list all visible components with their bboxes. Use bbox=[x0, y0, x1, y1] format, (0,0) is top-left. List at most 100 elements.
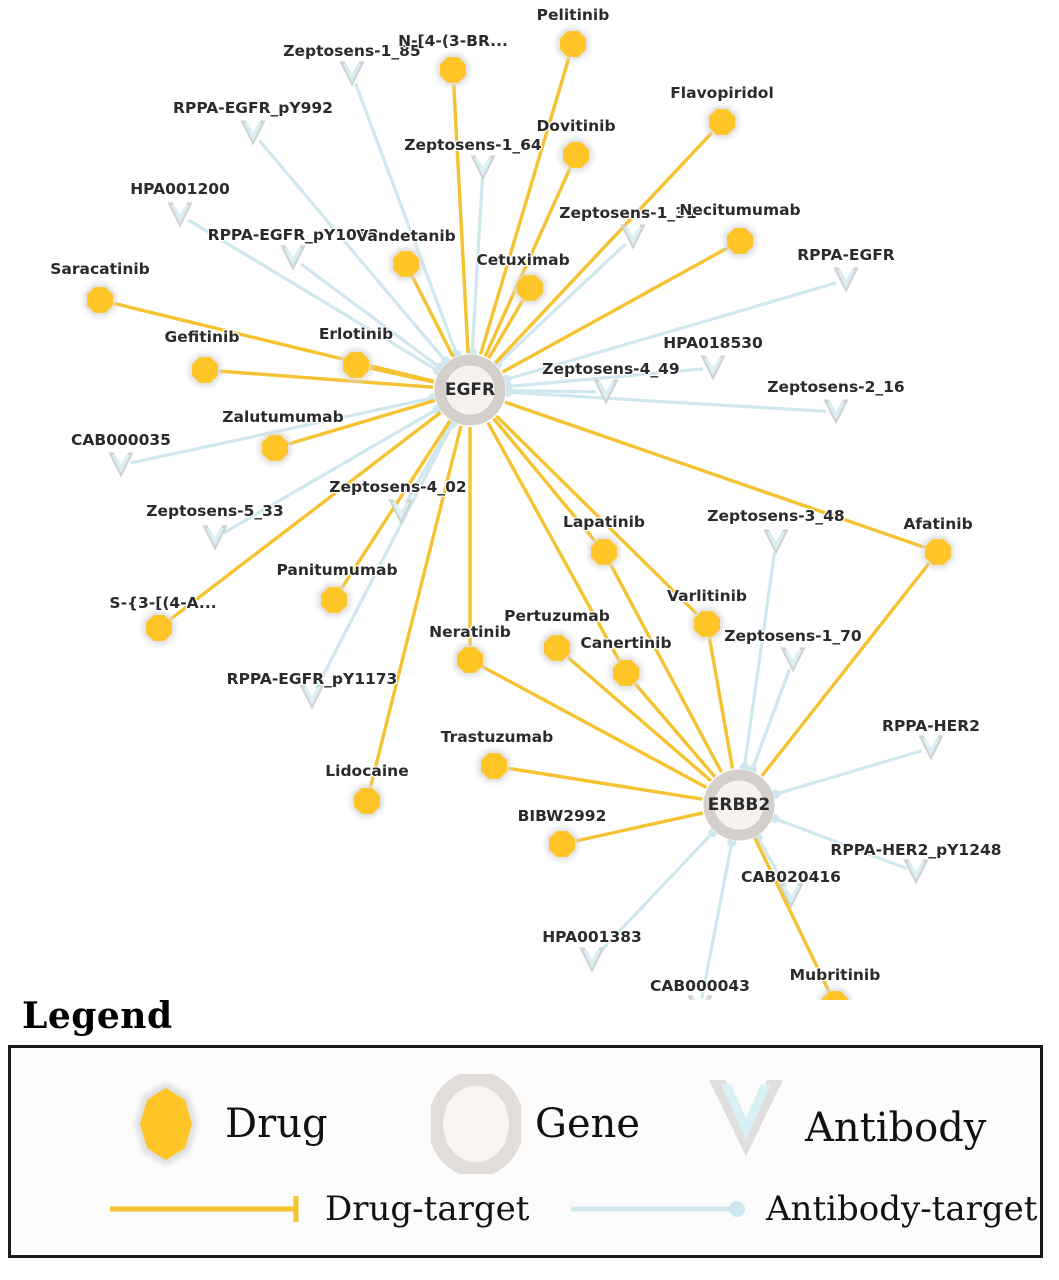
antibody-node[interactable] bbox=[240, 120, 266, 146]
drug-node[interactable] bbox=[540, 631, 574, 665]
legend-symbol-row: Drug Gene Antibody bbox=[11, 1074, 1040, 1174]
drug-node[interactable] bbox=[339, 348, 373, 382]
antibody-node[interactable] bbox=[167, 202, 193, 228]
antibody-node[interactable] bbox=[918, 735, 944, 761]
legend-title: Legend bbox=[22, 995, 173, 1037]
drug-node-label: Gefitinib bbox=[165, 328, 240, 346]
drug-node[interactable] bbox=[83, 283, 117, 317]
drug-node[interactable] bbox=[921, 535, 955, 569]
drug-node-label: Zalutumumab bbox=[222, 408, 343, 426]
antibody-node[interactable] bbox=[780, 647, 806, 673]
antibody-node-label: CAB000043 bbox=[650, 977, 750, 995]
legend-label-antibody: Antibody bbox=[805, 1105, 987, 1151]
antibody-node[interactable] bbox=[388, 499, 414, 525]
drug-node[interactable] bbox=[587, 535, 621, 569]
legend-item-drug: Drug bbox=[121, 1074, 328, 1174]
antibody-node[interactable] bbox=[687, 995, 713, 1000]
gene-node[interactable] bbox=[434, 354, 506, 426]
antibody-node[interactable] bbox=[620, 224, 646, 250]
antibody-node[interactable] bbox=[579, 947, 605, 973]
antibody-node-label: RPPA-HER2 bbox=[882, 717, 980, 735]
drug-icon bbox=[135, 1082, 197, 1166]
drug-node[interactable] bbox=[142, 611, 176, 645]
drug-node[interactable] bbox=[188, 353, 222, 387]
antibody-target-edge bbox=[315, 423, 455, 689]
drug-target-edge bbox=[494, 131, 714, 365]
antibody-node-label: RPPA-HER2_pY1248 bbox=[830, 841, 1001, 859]
drug-node-label: Lidocaine bbox=[325, 762, 408, 780]
antibody-node[interactable] bbox=[778, 883, 804, 909]
drug-node[interactable] bbox=[453, 643, 487, 677]
drug-node-core bbox=[440, 57, 466, 83]
antibody-target-edge bbox=[353, 82, 459, 355]
antibody-node[interactable] bbox=[823, 399, 849, 425]
drug-node[interactable] bbox=[559, 138, 593, 172]
antibody-node[interactable] bbox=[299, 684, 325, 710]
drug-node[interactable] bbox=[317, 583, 351, 617]
antibody-target-edge bbox=[404, 422, 453, 505]
drug-node[interactable] bbox=[556, 27, 590, 61]
drug-node-label: Afatinib bbox=[903, 515, 972, 533]
drug-node-core bbox=[822, 991, 848, 1000]
antibody-node-label: Zeptosens-1_70 bbox=[724, 627, 862, 645]
drug-target-edge bbox=[483, 167, 572, 357]
antibody-node-core bbox=[302, 686, 322, 706]
drug-node-label: N-[4-(3-BR... bbox=[398, 32, 508, 50]
drug-node-label: Panitumumab bbox=[276, 561, 397, 579]
antibody-node[interactable] bbox=[593, 379, 619, 405]
drug-node-core bbox=[560, 31, 586, 57]
drug-node[interactable] bbox=[705, 105, 739, 139]
drug-node[interactable] bbox=[818, 987, 852, 1000]
drug-node[interactable] bbox=[436, 53, 470, 87]
gene-node[interactable] bbox=[703, 769, 775, 841]
antibody-node-core bbox=[243, 122, 263, 142]
drug-node[interactable] bbox=[609, 656, 643, 690]
antibody-node-core bbox=[781, 885, 801, 905]
drug-target-edge bbox=[218, 369, 434, 389]
antibody-node-core bbox=[766, 531, 786, 551]
drug-node-core bbox=[925, 539, 951, 565]
gene-node-ring bbox=[703, 769, 775, 841]
antibody-node-core bbox=[170, 204, 190, 224]
drug-target-edge bbox=[486, 421, 621, 662]
antibody-node[interactable] bbox=[903, 859, 929, 885]
drug-node[interactable] bbox=[389, 247, 423, 281]
antibody-node[interactable] bbox=[202, 525, 228, 551]
antibody-node[interactable] bbox=[108, 452, 134, 478]
drug-target-edge bbox=[495, 414, 699, 616]
antibody-node[interactable] bbox=[833, 267, 859, 293]
drug-node-core bbox=[393, 251, 419, 277]
drug-node[interactable] bbox=[258, 431, 292, 465]
antibody-target-edge bbox=[774, 749, 922, 796]
antibody-node[interactable] bbox=[339, 61, 365, 87]
antibody-target-edge bbox=[742, 551, 777, 768]
nodes-layer bbox=[83, 27, 955, 1000]
drug-node[interactable] bbox=[690, 607, 724, 641]
edges-layer bbox=[113, 56, 931, 999]
drug-node[interactable] bbox=[477, 749, 511, 783]
drug-node-label: Lapatinib bbox=[563, 513, 645, 531]
antibody-target-edge bbox=[222, 407, 438, 535]
drug-node-label: BIBW2992 bbox=[518, 807, 607, 825]
drug-node[interactable] bbox=[513, 271, 547, 305]
antibody-target-edge bbox=[756, 837, 788, 889]
drug-target-edge bbox=[492, 417, 597, 543]
drug-target-edge bbox=[501, 246, 729, 374]
antibody-node[interactable] bbox=[470, 155, 496, 181]
antibody-node[interactable] bbox=[763, 529, 789, 555]
drug-node-label: Neratinib bbox=[429, 623, 511, 641]
antibody-node[interactable] bbox=[700, 355, 726, 381]
drug-node[interactable] bbox=[350, 784, 384, 818]
antibody-node-label: RPPA-EGFR_pY1173 bbox=[227, 670, 398, 688]
legend: Legend Drug Gene bbox=[0, 985, 1059, 1280]
drug-node[interactable] bbox=[723, 224, 757, 258]
antibody-target-edge bbox=[773, 816, 908, 870]
drug-target-edge bbox=[452, 83, 470, 354]
drug-node-label: Flavopiridol bbox=[670, 84, 774, 102]
antibody-node[interactable] bbox=[280, 245, 306, 271]
antibody-node-core bbox=[205, 527, 225, 547]
antibody-target-edge bbox=[507, 390, 827, 413]
drug-node[interactable] bbox=[545, 827, 579, 861]
drug-target-edge bbox=[566, 655, 713, 783]
legend-label-drug-target: Drug-target bbox=[325, 1189, 530, 1229]
